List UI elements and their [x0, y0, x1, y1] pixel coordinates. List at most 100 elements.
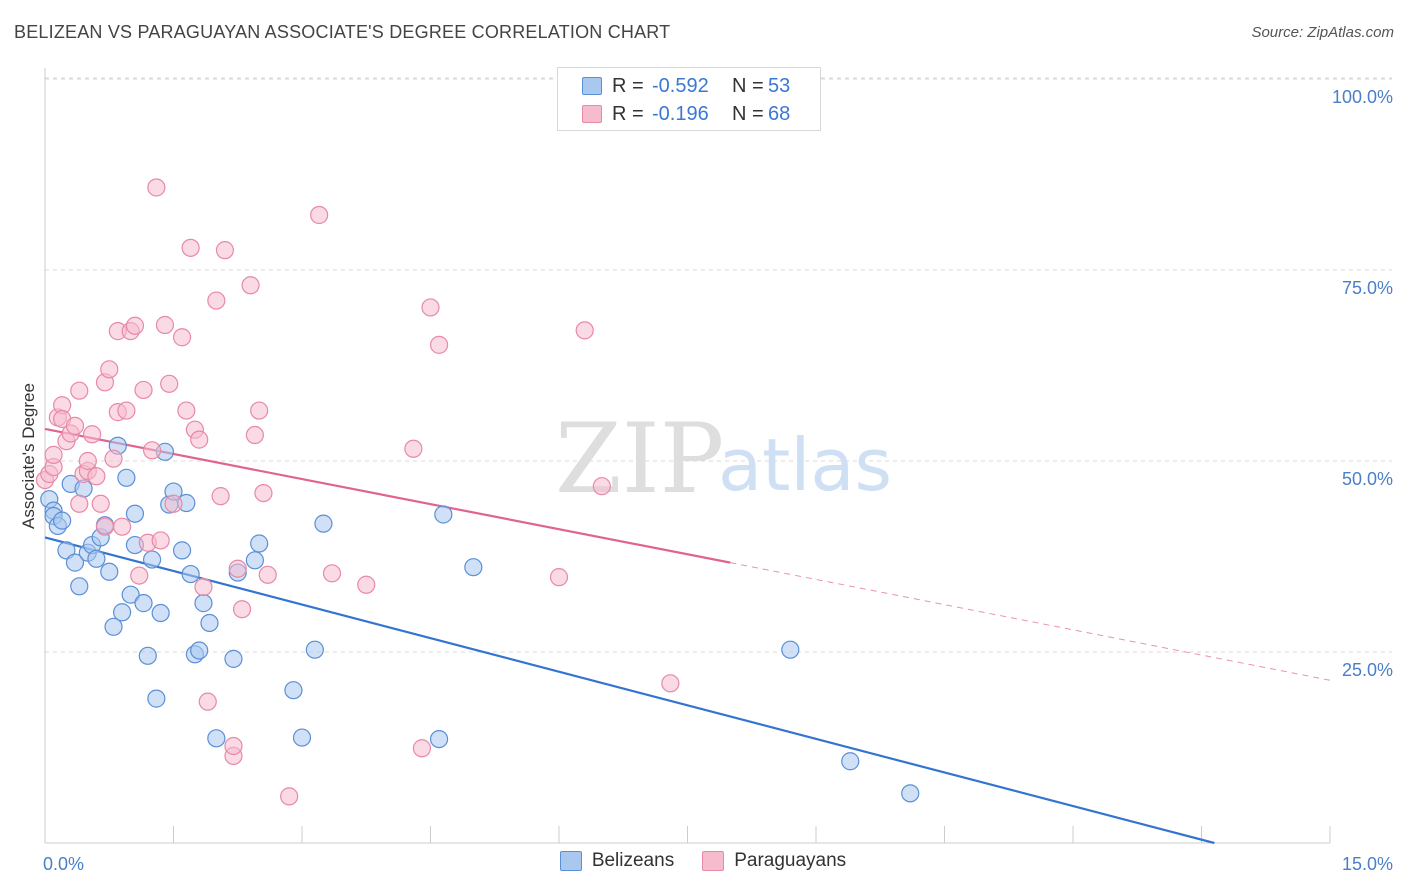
belizean-point: [200, 613, 219, 633]
n-label: N =: [732, 102, 764, 125]
belizean-point: [70, 577, 89, 596]
trend-line: [44, 536, 1215, 845]
y-tick-label: 75.0%: [1342, 278, 1393, 298]
paraguayan-point: [172, 328, 192, 347]
paraguayan-point: [215, 241, 234, 260]
paraguayan-point: [258, 565, 277, 584]
paraguayan-point: [549, 568, 569, 587]
belizean-point: [100, 562, 119, 581]
paraguayan-point: [78, 451, 97, 471]
legend-row-belizeans: R = -0.592 N = 53: [558, 72, 790, 100]
paraguayan-point: [87, 467, 106, 486]
paraguayan-point: [194, 577, 213, 597]
belizean-point: [841, 752, 860, 771]
paraguayan-point: [117, 401, 136, 420]
correlation-legend: R = -0.592 N = 53 R = -0.196 N = 68: [557, 67, 821, 131]
r-label: R =: [612, 74, 644, 97]
paraguayan-point: [112, 517, 132, 536]
paraguayan-point: [211, 487, 230, 506]
paraguayan-point: [310, 205, 329, 225]
paraguayan-point: [91, 494, 110, 513]
belizean-swatch: [582, 77, 602, 95]
paraguayan-point: [228, 559, 247, 578]
paraguayan-point: [181, 238, 200, 257]
legend-row-paraguayans: R = -0.196 N = 68: [558, 100, 790, 128]
belizean-point: [134, 594, 153, 613]
belizean-point: [87, 549, 106, 568]
belizean-point: [314, 514, 333, 533]
watermark: ZIP atlas: [555, 403, 892, 515]
paraguayan-swatch: [702, 851, 725, 871]
paraguayan-point: [164, 494, 183, 513]
paraguayan-point: [100, 360, 119, 379]
n-label: N =: [732, 74, 764, 97]
paraguayan-point: [190, 430, 209, 449]
paraguayan-point: [134, 380, 153, 400]
paraguayan-point: [421, 298, 440, 317]
belizean-point: [781, 640, 800, 659]
belizean-point: [190, 641, 209, 660]
paraguayan-point: [104, 449, 123, 468]
source-label: Source: ZipAtlas.com: [1251, 24, 1394, 41]
paraguayan-point: [65, 416, 85, 435]
paraguayan-point: [661, 674, 680, 693]
paraguayan-point: [160, 374, 179, 393]
belizean-point: [112, 603, 132, 622]
paraguayan-point: [254, 483, 273, 503]
paraguayan-point: [207, 291, 226, 310]
belizean-point: [434, 505, 453, 524]
paraguayan-point: [70, 494, 89, 513]
paraguayan-point: [412, 739, 432, 758]
paraguayan-point: [130, 566, 149, 585]
watermark-atlas: atlas: [718, 423, 892, 507]
paraguayan-point: [155, 315, 175, 335]
paraguayan-point: [575, 321, 594, 340]
paraguayan-point: [357, 575, 376, 594]
r-label: R =: [612, 102, 644, 125]
belizean-point: [121, 585, 140, 604]
y-tick-label: 50.0%: [1342, 469, 1393, 489]
paraguayan-point: [70, 381, 89, 400]
paraguayan-point: [125, 316, 145, 335]
n-value: 53: [768, 74, 791, 97]
paraguayan-point: [224, 736, 243, 756]
belizean-point: [181, 564, 200, 584]
paraguayan-point: [241, 276, 260, 295]
belizean-point: [429, 729, 449, 749]
r-value: -0.196: [652, 102, 709, 125]
belizean-point: [138, 646, 157, 665]
paraguayan-point: [250, 401, 269, 420]
belizean-point: [207, 729, 226, 748]
paraguayan-point: [592, 477, 611, 496]
belizean-point: [292, 728, 312, 747]
paraguayan-point: [245, 425, 264, 445]
y-axis-label: Associate's Degree: [19, 383, 38, 529]
r-value: -0.592: [652, 74, 709, 97]
paraguayan-point: [429, 335, 449, 354]
x-tick-label: 15.0%: [1342, 854, 1393, 874]
belizean-point: [194, 594, 213, 613]
watermark-zip: ZIP: [555, 403, 724, 515]
paraguayan-point: [95, 517, 115, 536]
n-value: 68: [768, 102, 791, 125]
belizean-point: [250, 534, 269, 553]
paraguayan-point: [44, 445, 63, 464]
belizean-point: [104, 617, 123, 636]
x-tick-label: 0.0%: [43, 854, 84, 874]
belizean-point: [147, 689, 166, 708]
belizean-point: [125, 504, 145, 523]
paraguayan-point: [198, 692, 217, 711]
belizean-point: [117, 468, 136, 487]
tick-labels: 100.0% 75.0% 50.0% 25.0% 0.0% 15.0%: [43, 87, 1393, 874]
belizean-point: [305, 640, 324, 659]
belizean-point: [172, 541, 192, 560]
belizean-point: [245, 551, 264, 570]
legend-label: Belizeans: [591, 850, 675, 871]
belizean-point: [53, 511, 72, 530]
paraguayan-point: [232, 600, 252, 619]
series-legend: Belizeans Paraguayans: [0, 850, 1406, 872]
belizean-point: [284, 681, 303, 700]
data-points: [35, 178, 920, 806]
chart-title: BELIZEAN VS PARAGUAYAN ASSOCIATE'S DEGRE…: [14, 22, 671, 42]
